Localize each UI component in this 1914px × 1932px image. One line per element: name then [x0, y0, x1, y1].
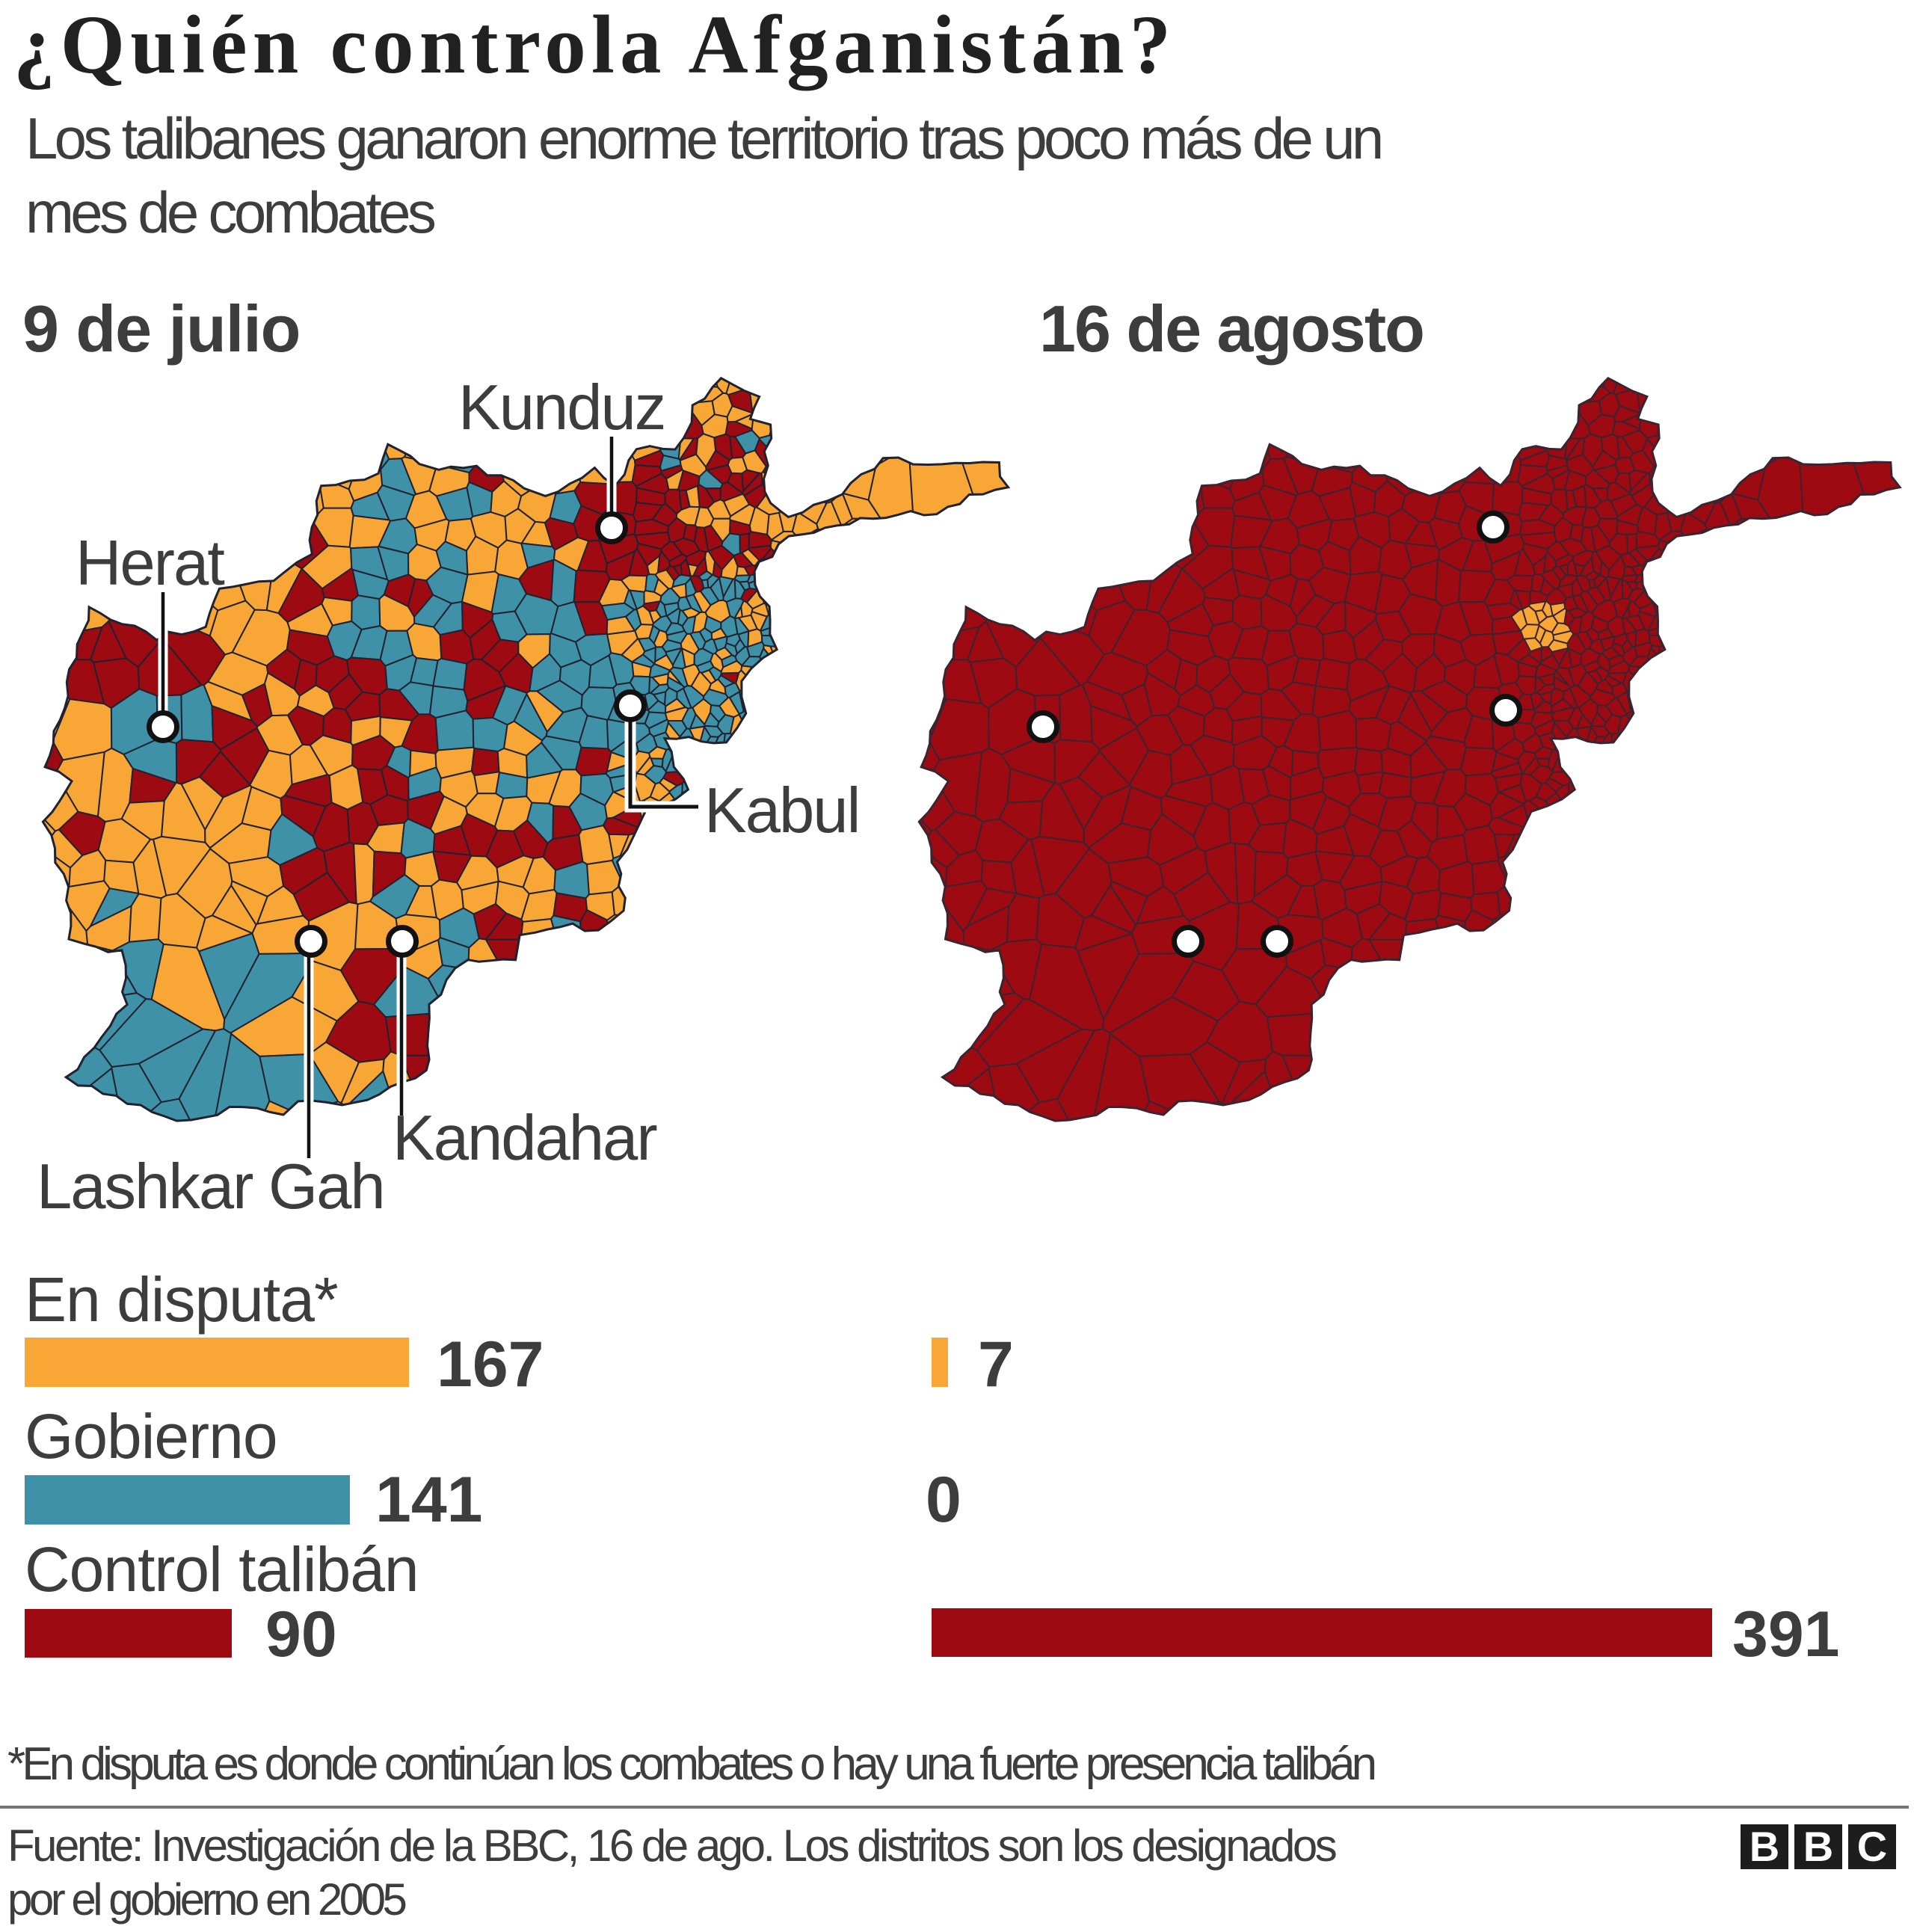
svg-text:Kandahar: Kandahar — [393, 1103, 656, 1174]
svg-text:Herat: Herat — [76, 528, 224, 599]
svg-text:Lashkar Gah: Lashkar Gah — [37, 1151, 384, 1222]
svg-text:Kabul: Kabul — [704, 775, 859, 846]
svg-text:Kunduz: Kunduz — [458, 372, 665, 443]
